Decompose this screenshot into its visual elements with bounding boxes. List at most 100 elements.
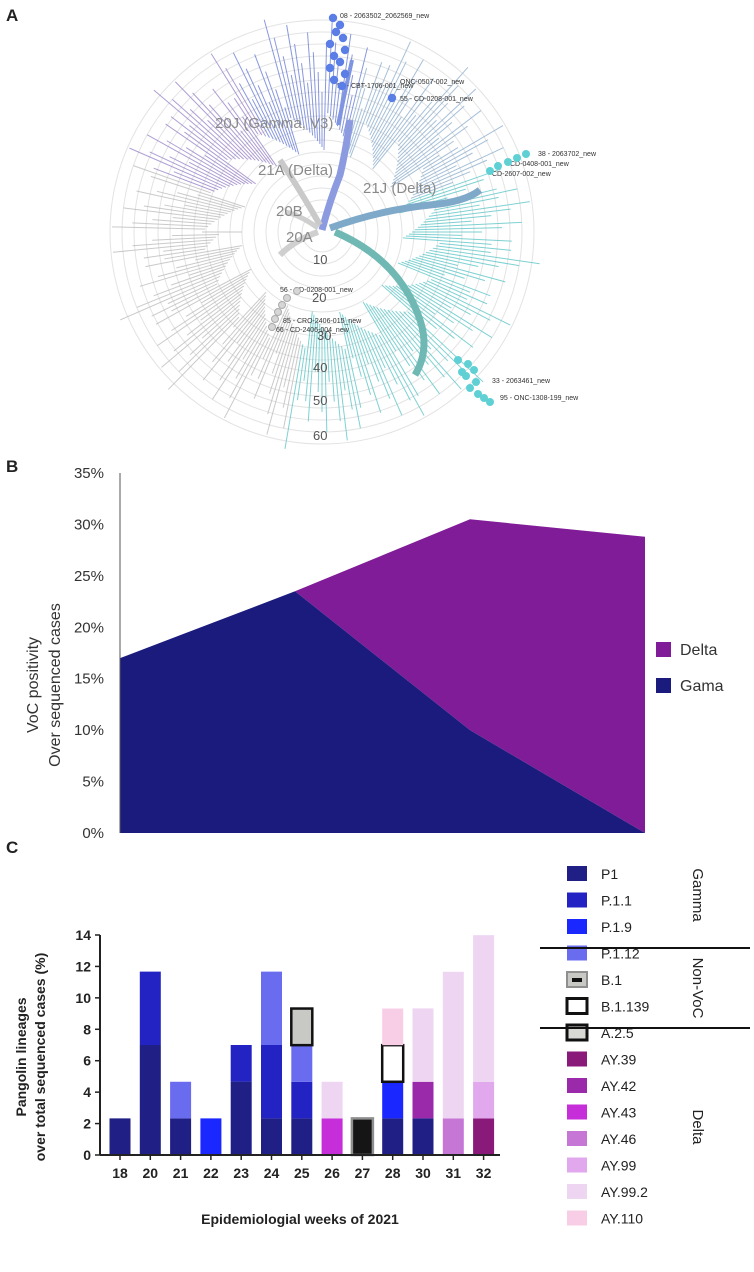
tip-marker-delta bbox=[522, 150, 530, 158]
tip-branch bbox=[165, 123, 253, 185]
y-tick-label: 10% bbox=[74, 722, 104, 739]
tip-marker-delta bbox=[472, 378, 480, 386]
tip-branch bbox=[397, 101, 433, 143]
tip-branch bbox=[164, 245, 243, 260]
ring-circle bbox=[109, 19, 535, 445]
ring-label: 50 bbox=[313, 393, 327, 408]
bar-segment bbox=[380, 1043, 405, 1084]
tip-branch bbox=[200, 289, 244, 321]
ring-labels: 10 20 30 40 50 60 bbox=[312, 252, 331, 443]
tip-branch bbox=[204, 154, 249, 185]
tip-branch bbox=[169, 156, 230, 187]
tip-branch bbox=[242, 321, 267, 360]
y-tick-label: 20% bbox=[74, 619, 104, 636]
ring-circle bbox=[133, 43, 511, 421]
tip-branch bbox=[420, 220, 472, 226]
tip-branch bbox=[185, 147, 245, 185]
legend-swatch bbox=[567, 1078, 587, 1093]
tip-branch bbox=[436, 245, 491, 253]
tip-branch bbox=[172, 217, 215, 223]
x-tick-label: 27 bbox=[355, 1165, 371, 1181]
tip-branch bbox=[365, 65, 391, 124]
tree-branches bbox=[277, 59, 483, 377]
legend-label: AY.43 bbox=[601, 1105, 637, 1121]
y-tick-label: 0% bbox=[82, 825, 104, 840]
tip-branch bbox=[419, 282, 491, 321]
tip-branch bbox=[337, 343, 346, 391]
tip-branch bbox=[189, 308, 240, 355]
tip-label: CD-2607-002_new bbox=[492, 171, 552, 178]
tip-branch bbox=[167, 316, 240, 390]
y-axis-label-line1: VoC positivity bbox=[25, 637, 42, 733]
tip-branch bbox=[426, 208, 511, 220]
y-axis-label-line2: Over sequenced cases bbox=[47, 603, 64, 767]
tip-marker-delta bbox=[466, 384, 474, 392]
group-label: Delta bbox=[689, 1109, 706, 1145]
legend-swatch bbox=[567, 1210, 587, 1226]
tip-branch bbox=[397, 88, 477, 163]
tip-marker-delta bbox=[470, 366, 478, 374]
branch-20j bbox=[277, 158, 323, 227]
y-tick-label: 14 bbox=[75, 927, 91, 943]
x-tick-label: 28 bbox=[385, 1165, 401, 1181]
tip-branch bbox=[376, 306, 440, 395]
tip-branch bbox=[257, 308, 289, 379]
tip-branch bbox=[112, 226, 206, 230]
tip-branch bbox=[186, 292, 243, 336]
tip-branch bbox=[271, 319, 292, 374]
tip-label: 08 - 2063502_2062569_new bbox=[340, 13, 430, 20]
tip-markers bbox=[268, 13, 530, 406]
tip-branch bbox=[161, 300, 241, 368]
tip-branch bbox=[408, 168, 502, 202]
legend-swatch bbox=[567, 945, 587, 961]
tip-branch bbox=[155, 271, 250, 325]
tip-branch bbox=[294, 43, 308, 131]
tip-branch bbox=[146, 134, 238, 186]
tip-branch bbox=[212, 88, 271, 164]
bar-segment bbox=[382, 1118, 404, 1155]
bar-series bbox=[109, 935, 495, 1157]
tip-branch bbox=[225, 67, 267, 137]
tip-branch bbox=[375, 333, 411, 401]
tip-branch bbox=[275, 315, 291, 354]
tip-branch bbox=[188, 262, 228, 276]
legend-label: AY.42 bbox=[601, 1078, 637, 1094]
tip-branch bbox=[378, 334, 425, 416]
tip-branch bbox=[371, 100, 396, 144]
tip-branch bbox=[202, 302, 266, 381]
tip-branch bbox=[418, 255, 459, 266]
y-tick-label: 2 bbox=[83, 1116, 91, 1132]
bar-segment bbox=[290, 1007, 314, 1047]
legend-label: B.1.139 bbox=[601, 999, 649, 1015]
tip-branch bbox=[344, 316, 362, 377]
tip-branch bbox=[145, 247, 240, 268]
tip-branch bbox=[240, 130, 267, 163]
tip-branch bbox=[174, 81, 252, 161]
bar-segment bbox=[473, 1118, 495, 1155]
tip-branch bbox=[372, 114, 417, 170]
bar-segment bbox=[200, 1118, 222, 1155]
legend-swatch bbox=[567, 1131, 587, 1146]
tip-branch bbox=[381, 284, 420, 319]
tip-branch bbox=[348, 108, 363, 151]
y-tick-label: 6 bbox=[83, 1053, 91, 1069]
bar-segment bbox=[382, 1081, 404, 1119]
tip-branch bbox=[301, 63, 311, 133]
area-gama bbox=[120, 591, 645, 833]
tip-branch bbox=[388, 285, 455, 339]
tip-branch bbox=[170, 265, 226, 286]
tip-branch bbox=[282, 56, 299, 123]
tip-branch bbox=[341, 346, 353, 410]
tip-branch bbox=[235, 325, 268, 379]
tip-branch bbox=[284, 344, 304, 449]
tip-branch bbox=[173, 171, 219, 191]
tip-branch bbox=[323, 329, 328, 432]
tip-marker-gamma bbox=[331, 27, 341, 37]
legend-swatch bbox=[656, 642, 671, 657]
tip-branch bbox=[430, 279, 488, 305]
tip-branch bbox=[153, 89, 236, 160]
tip-branch bbox=[192, 92, 256, 161]
legend-label: P.1.1 bbox=[601, 893, 632, 909]
tip-branch bbox=[188, 161, 234, 186]
